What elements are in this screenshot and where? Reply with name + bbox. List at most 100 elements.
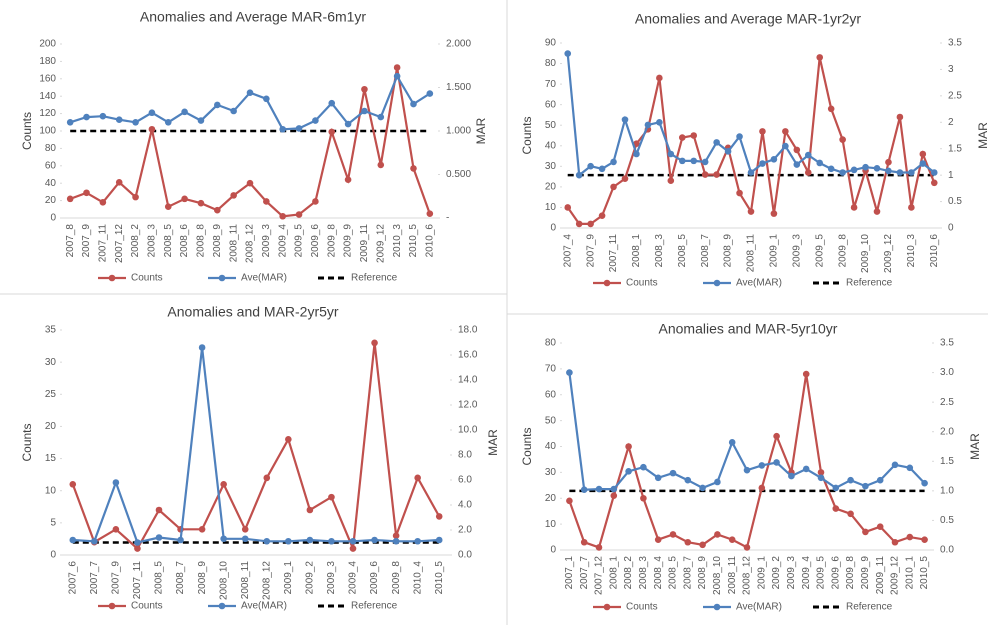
y-tick-label: 80 — [545, 338, 557, 349]
x-tick-label: 2008_8 — [196, 224, 207, 258]
data-point — [246, 89, 254, 97]
legend-marker — [603, 603, 611, 611]
x-tick-label: 2008_2 — [623, 556, 634, 590]
data-point — [896, 169, 904, 176]
series-line — [72, 347, 440, 544]
x-tick-label: 2009_5 — [814, 234, 825, 268]
data-point — [667, 177, 675, 185]
data-point — [155, 506, 163, 514]
x-tick-label: 2009_6 — [830, 556, 841, 590]
y2-tick-label: 0.5 — [940, 515, 954, 526]
data-point — [263, 474, 271, 482]
y2-tick-label: 2.5 — [948, 90, 962, 101]
y-tick-label: 40 — [545, 441, 557, 452]
y2-tick-label: - — [446, 213, 449, 224]
x-tick-label: 2007_4 — [562, 234, 573, 268]
x-tick-label: 2008_9 — [723, 234, 734, 268]
legend-label: Reference — [351, 273, 398, 284]
data-point — [306, 536, 314, 544]
y2-tick-label: 0.5 — [948, 196, 962, 207]
x-tick-label: 2007_12 — [114, 224, 125, 263]
y2-tick-label: 8.0 — [458, 450, 472, 461]
data-point — [414, 537, 421, 545]
y-tick-label: 40 — [545, 140, 557, 151]
y2-axis-title: MAR — [968, 433, 982, 460]
y-tick-label: 90 — [545, 38, 557, 49]
data-point — [862, 482, 869, 490]
x-tick-label: 2009_1 — [769, 234, 780, 268]
data-point — [371, 339, 378, 347]
data-point — [230, 107, 237, 115]
x-tick-label: 2009_1 — [283, 561, 294, 595]
data-point — [181, 195, 188, 203]
y-tick-label: 100 — [39, 126, 56, 137]
legend-marker — [713, 279, 721, 287]
x-tick-label: 2010_5 — [408, 224, 419, 258]
data-point — [426, 210, 434, 217]
x-tick-label: 2009_4 — [801, 556, 812, 590]
data-point — [214, 101, 221, 109]
x-tick-label: 2009_4 — [277, 224, 288, 258]
y-tick-label: 180 — [39, 56, 56, 67]
data-point — [115, 179, 123, 186]
data-point — [132, 119, 139, 126]
data-point — [392, 532, 400, 540]
data-point — [804, 151, 812, 159]
data-point — [112, 479, 120, 486]
data-point — [344, 120, 352, 128]
data-point — [361, 107, 368, 115]
x-tick-label: 2008_12 — [245, 224, 256, 263]
x-tick-label: 2007_11 — [608, 234, 619, 273]
data-point — [847, 476, 854, 484]
x-tick-label: 2008_7 — [175, 561, 186, 595]
data-point — [640, 463, 647, 471]
x-tick-label: 2007_7 — [579, 556, 590, 590]
data-point — [654, 536, 662, 543]
data-point — [701, 158, 709, 166]
y-tick-label: 200 — [39, 39, 56, 50]
data-point — [758, 462, 766, 469]
data-point — [788, 472, 795, 480]
y2-tick-label: 0.0 — [458, 550, 472, 561]
x-tick-label: 2009_3 — [791, 234, 802, 268]
data-point — [743, 466, 751, 474]
y-tick-label: 5 — [50, 517, 56, 528]
data-point — [817, 474, 825, 482]
data-point — [134, 539, 141, 546]
x-tick-label: 2008_11 — [727, 556, 738, 595]
legend-label: Counts — [626, 278, 658, 289]
data-point — [656, 74, 663, 82]
x-tick-label: 2007_8 — [65, 224, 76, 258]
chart-title: Anomalies and MAR-2yr5yr — [167, 304, 339, 320]
data-point — [891, 461, 899, 469]
data-point — [827, 165, 835, 173]
data-point — [782, 128, 789, 135]
y-tick-label: 25 — [45, 389, 57, 400]
y2-tick-label: 3.5 — [940, 338, 954, 349]
data-point — [587, 220, 594, 228]
legend-label: Counts — [131, 601, 163, 612]
data-point — [873, 208, 881, 215]
y2-axis-title: MAR — [474, 117, 488, 144]
y-axis-title: Counts — [20, 112, 34, 150]
x-tick-label: 2009_2 — [771, 556, 782, 590]
legend-label: Ave(MAR) — [241, 273, 287, 284]
y-tick-label: 0 — [50, 550, 56, 561]
data-point — [713, 171, 720, 178]
data-point — [669, 531, 677, 538]
y-tick-label: 10 — [545, 202, 557, 213]
y-tick-label: 15 — [45, 453, 57, 464]
data-point — [610, 158, 617, 166]
y2-tick-label: 2.000 — [446, 39, 471, 50]
data-point — [306, 506, 314, 514]
y-tick-label: 0 — [550, 223, 556, 234]
data-point — [699, 541, 706, 549]
x-tick-label: 2009_12 — [883, 234, 894, 273]
x-tick-label: 2008_5 — [668, 556, 679, 590]
y2-tick-label: 2.0 — [940, 426, 954, 437]
data-point — [410, 100, 417, 108]
data-point — [377, 161, 385, 169]
data-point — [361, 85, 368, 93]
y2-tick-label: 10.0 — [458, 425, 478, 436]
data-point — [908, 204, 915, 211]
